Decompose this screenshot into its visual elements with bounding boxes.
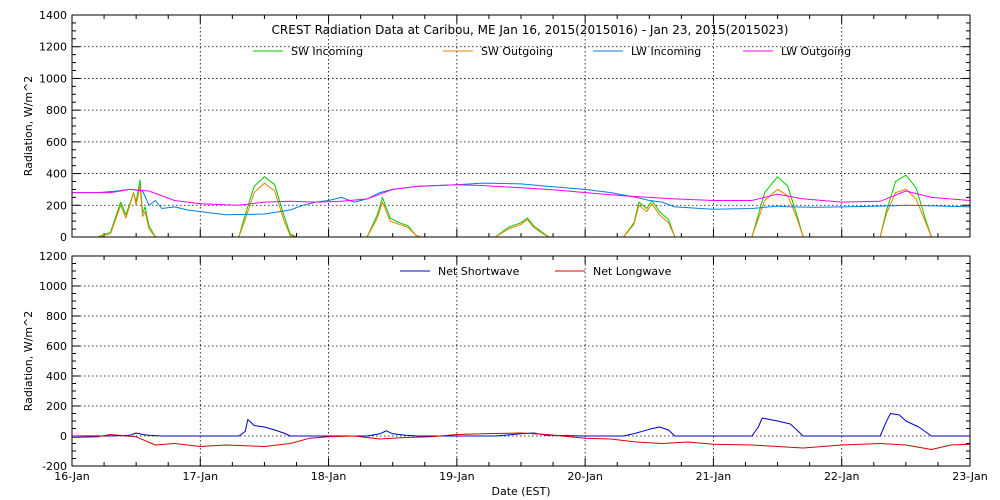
top-y-tick-label: 1400 xyxy=(39,9,67,22)
bottom-y-tick-label: 800 xyxy=(46,310,67,323)
top-y-tick-label: 400 xyxy=(46,168,67,181)
bottom-y-tick-label: 1200 xyxy=(39,250,67,263)
bottom-plot-frame xyxy=(71,255,971,467)
top-ticks: 0 200 400 600 800 1000 1200 1400 xyxy=(39,9,971,244)
top-legend: SW Incoming SW Outgoing LW Incoming LW Outg… xyxy=(253,45,851,58)
bottom-y-tick-label: -200 xyxy=(42,460,67,473)
bottom-y-axis-label: Radiation, W/m^2 xyxy=(22,311,35,412)
top-panel: 0 200 400 600 800 1000 1200 1400 CREST Radiatio… xyxy=(22,9,971,244)
bottom-legend: Net Shortwave Net Longwave xyxy=(400,265,672,278)
top-chart-title: CREST Radiation Data at Caribou, ME Jan … xyxy=(272,23,789,37)
top-y-tick-label: 1200 xyxy=(39,41,67,54)
legend-label-sw-incoming: SW Incoming xyxy=(291,45,363,58)
x-tick-label: 17-Jan xyxy=(183,470,219,483)
top-y-tick-label: 200 xyxy=(46,199,67,212)
x-tick-label: 21-Jan xyxy=(696,470,732,483)
series-line-net-longwave xyxy=(71,432,971,450)
bottom-y-tick-label: 0 xyxy=(60,430,67,443)
legend-label-net-longwave: Net Longwave xyxy=(593,265,672,278)
top-y-tick-label: 1000 xyxy=(39,72,67,85)
bottom-y-tick-label: 400 xyxy=(46,370,67,383)
series-line-net-shortwave xyxy=(72,413,970,437)
x-tick-label: 18-Jan xyxy=(311,470,347,483)
series-line-lw-outgoing xyxy=(72,184,971,206)
x-tick-label: 23-Jan xyxy=(952,470,988,483)
top-y-tick-label: 600 xyxy=(46,136,67,149)
legend-label-sw-outgoing: SW Outgoing xyxy=(481,45,553,58)
bottom-y-tick-label: 200 xyxy=(46,400,67,413)
top-y-axis-label: Radiation, W/m^2 xyxy=(22,76,35,177)
bottom-x-axis-label: Date (EST) xyxy=(491,485,550,498)
legend-label-net-shortwave: Net Shortwave xyxy=(438,265,520,278)
x-tick-label: 19-Jan xyxy=(439,470,475,483)
bottom-ticks: 16-Jan 17-Jan 18-Jan 19-Jan 20-Jan 21-Jan 22-J… xyxy=(39,250,988,483)
x-tick-label: 16-Jan xyxy=(54,470,90,483)
x-tick-label: 22-Jan xyxy=(824,470,860,483)
legend-label-lw-incoming: LW Incoming xyxy=(631,45,701,58)
bottom-grid xyxy=(72,256,970,466)
top-grid xyxy=(72,15,970,237)
legend-label-lw-outgoing: LW Outgoing xyxy=(781,45,851,58)
top-y-tick-label: 0 xyxy=(60,231,67,244)
top-plot-frame xyxy=(71,14,971,238)
bottom-y-tick-label: 600 xyxy=(46,340,67,353)
bottom-panel: 16-Jan 17-Jan 18-Jan 19-Jan 20-Jan 21-Jan 22-J… xyxy=(22,250,988,498)
bottom-series xyxy=(71,413,971,450)
top-y-tick-label: 800 xyxy=(46,104,67,117)
x-tick-label: 20-Jan xyxy=(567,470,603,483)
bottom-y-tick-label: 1000 xyxy=(39,280,67,293)
